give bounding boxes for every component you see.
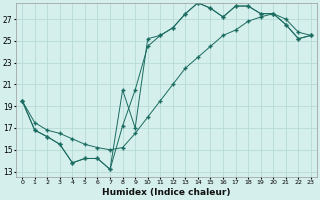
X-axis label: Humidex (Indice chaleur): Humidex (Indice chaleur) bbox=[102, 188, 231, 197]
